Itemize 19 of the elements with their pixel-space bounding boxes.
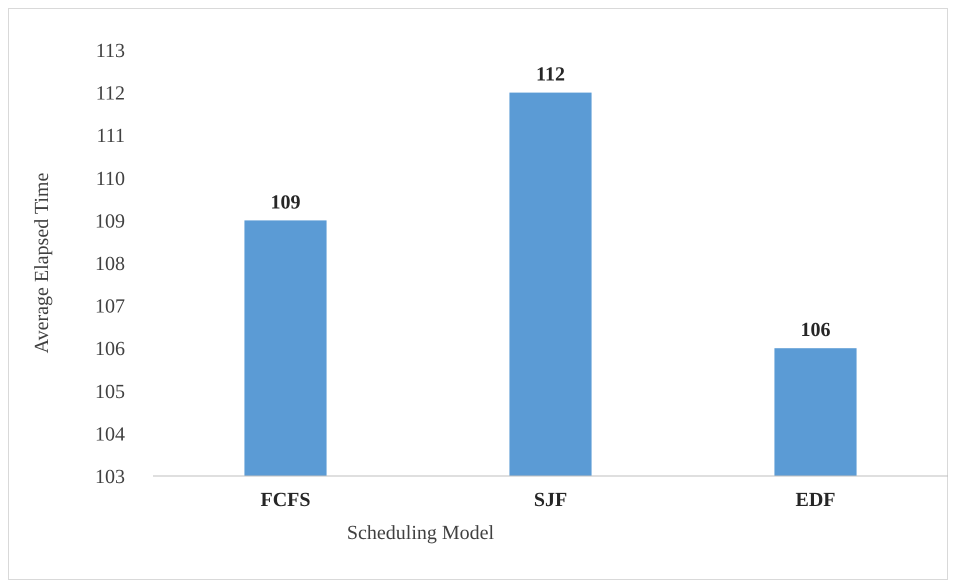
x-tick-label: FCFS	[260, 489, 310, 511]
y-tick-label: 103	[95, 466, 125, 488]
data-label: 106	[800, 319, 830, 342]
y-axis-title: Average Elapsed Time	[31, 172, 53, 354]
y-tick-label: 112	[96, 82, 125, 105]
data-label: 112	[536, 64, 565, 86]
y-tick-label: 105	[95, 380, 125, 403]
x-tick-label: EDF	[796, 489, 836, 511]
y-tick-label: 113	[96, 40, 125, 62]
y-tick-label: 109	[95, 210, 125, 232]
x-tick-label: SJF	[534, 489, 568, 511]
y-tick-label: 110	[96, 168, 125, 190]
data-label: 109	[270, 191, 300, 214]
y-tick-label: 107	[95, 296, 125, 318]
y-tick-label: 106	[95, 338, 125, 360]
y-tick-label: 104	[95, 423, 125, 446]
x-axis-title: Scheduling Model	[346, 522, 495, 544]
y-tick-label: 108	[95, 253, 125, 275]
y-tick-label: 111	[96, 125, 125, 148]
